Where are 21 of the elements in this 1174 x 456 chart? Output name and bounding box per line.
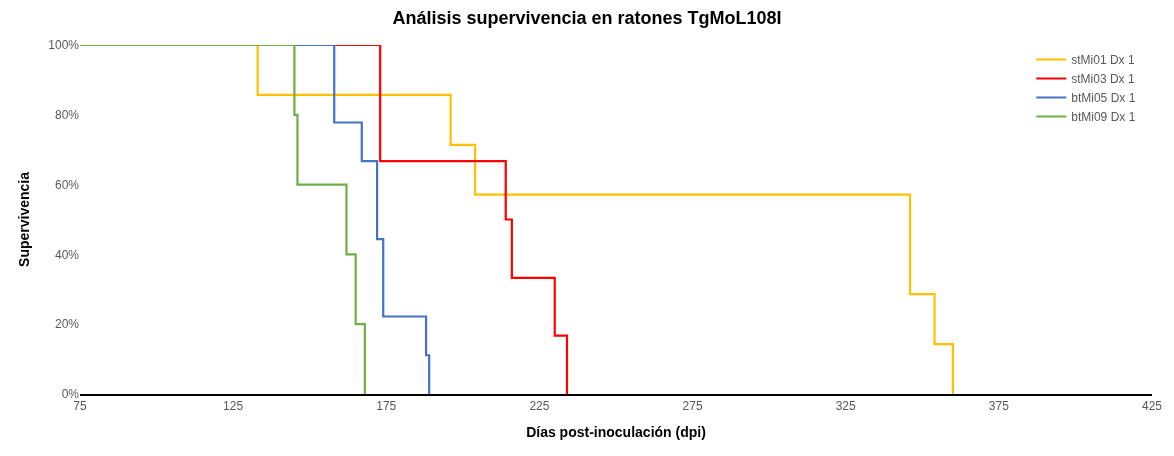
- x-tick-label: 75: [73, 399, 87, 414]
- y-tick-label: 40%: [54, 247, 80, 262]
- x-axis-title: Días post-inoculación (dpi): [526, 424, 706, 441]
- y-tick-label: 20%: [54, 317, 80, 332]
- x-tick-label: 175: [376, 399, 397, 414]
- y-tick-label: 60%: [54, 177, 80, 192]
- y-axis-title: Supervivencia: [15, 171, 32, 267]
- x-tick-label: 325: [835, 399, 857, 414]
- x-tick-label: 425: [1141, 399, 1163, 414]
- x-tick-label: 125: [223, 399, 244, 414]
- x-tick-label: 375: [988, 399, 1010, 414]
- legend-label: btMi05 Dx 1: [1071, 91, 1136, 106]
- y-tick-label: 0%: [61, 387, 80, 402]
- y-tick-label: 80%: [54, 108, 80, 122]
- x-tick-label: 225: [529, 399, 550, 414]
- legend-label: stMi03 Dx 1: [1071, 72, 1135, 87]
- x-tick-label: 275: [682, 399, 703, 414]
- legend-label: stMi01 Dx 1: [1071, 53, 1135, 68]
- chart-title: Análisis supervivencia en ratones TgMoL108I: [392, 8, 782, 28]
- legend-label: btMi09 Dx 1: [1071, 110, 1136, 125]
- y-tick-label: 100%: [48, 38, 80, 53]
